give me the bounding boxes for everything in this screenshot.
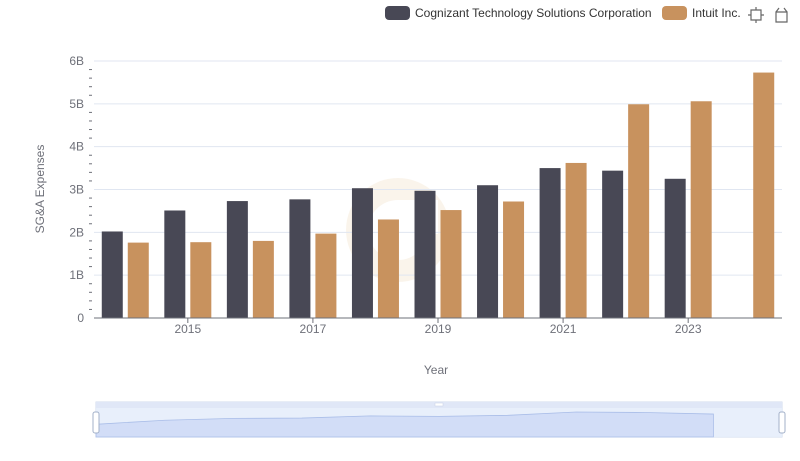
- legend-item-intuit[interactable]: Intuit Inc.: [662, 4, 741, 22]
- bar-intuit[interactable]: [252, 240, 274, 318]
- bar-cognizant[interactable]: [414, 190, 436, 318]
- x-tick-label: 2015: [174, 322, 201, 336]
- y-tick-label: 1B: [69, 268, 84, 282]
- y-tick-label: 0: [77, 311, 84, 325]
- zoom-icon[interactable]: [747, 6, 765, 24]
- x-tick-label: 2021: [550, 322, 577, 336]
- y-tick-label: 5B: [69, 97, 84, 111]
- data-zoom-slider[interactable]: [92, 401, 786, 438]
- data-zoom-handle-right[interactable]: [778, 411, 786, 434]
- bar-intuit[interactable]: [190, 242, 212, 318]
- y-axis-title: SG&A Expenses: [33, 145, 47, 234]
- bar-cognizant[interactable]: [164, 210, 186, 318]
- restore-icon[interactable]: [773, 6, 791, 24]
- bar-cognizant[interactable]: [477, 185, 499, 318]
- y-tick-label: 4B: [69, 140, 84, 154]
- legend-item-cognizant[interactable]: Cognizant Technology Solutions Corporati…: [385, 4, 652, 22]
- bar-intuit[interactable]: [565, 162, 587, 318]
- bar-intuit[interactable]: [440, 210, 462, 318]
- bar-cognizant[interactable]: [101, 231, 123, 318]
- bar-cognizant[interactable]: [539, 168, 561, 318]
- legend-swatch-cognizant: [385, 6, 410, 20]
- data-zoom-grip[interactable]: [434, 402, 444, 407]
- legend-label-intuit: Intuit Inc.: [692, 6, 741, 20]
- legend-swatch-intuit: [662, 6, 687, 20]
- bar-cognizant[interactable]: [351, 188, 373, 318]
- x-axis-title: Year: [424, 363, 448, 377]
- x-tick-label: 2019: [425, 322, 452, 336]
- bar-intuit[interactable]: [503, 201, 525, 318]
- data-zoom-handle-left[interactable]: [92, 411, 100, 434]
- bar-intuit[interactable]: [753, 72, 775, 318]
- x-tick-label: 2023: [675, 322, 702, 336]
- bar-intuit[interactable]: [690, 101, 712, 318]
- x-tick-label: 2017: [300, 322, 327, 336]
- bar-intuit[interactable]: [377, 219, 399, 318]
- bar-cognizant[interactable]: [664, 178, 686, 318]
- bar-intuit[interactable]: [315, 233, 337, 318]
- y-tick-label: 2B: [69, 225, 84, 239]
- legend-label-cognizant: Cognizant Technology Solutions Corporati…: [415, 6, 652, 20]
- bar-cognizant[interactable]: [226, 201, 248, 318]
- bar-cognizant[interactable]: [602, 170, 624, 318]
- bar-intuit[interactable]: [127, 242, 149, 318]
- bar-cognizant[interactable]: [289, 199, 311, 318]
- y-tick-label: 6B: [69, 54, 84, 68]
- y-tick-label: 3B: [69, 183, 84, 197]
- bar-intuit[interactable]: [628, 104, 650, 319]
